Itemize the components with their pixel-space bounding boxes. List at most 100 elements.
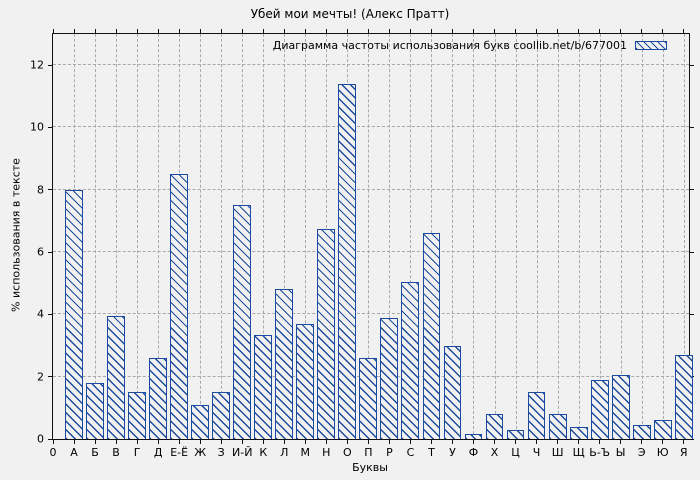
- x-tick: [283, 440, 285, 444]
- x-tick-label: В: [112, 446, 120, 459]
- x-tick-mirror: [220, 29, 222, 33]
- gridline-vertical: [515, 34, 517, 439]
- x-tick-mirror: [262, 29, 264, 33]
- gridline-vertical: [662, 34, 664, 439]
- gridline-vertical: [263, 34, 265, 439]
- x-tick-label: Ы: [615, 446, 626, 459]
- chart-title: Убей мои мечты! (Алекс Пратт): [250, 7, 450, 21]
- x-tick: [599, 440, 601, 444]
- x-tick: [472, 440, 474, 444]
- x-tick-mirror: [325, 29, 327, 33]
- bar-Е-Ё: [170, 174, 189, 439]
- gridline-horizontal: [53, 188, 689, 190]
- x-tick: [620, 440, 622, 444]
- x-tick-mirror: [73, 29, 75, 33]
- legend-swatch-hatch-icon: [635, 41, 667, 50]
- x-tick-label: Р: [386, 446, 393, 459]
- x-tick-mirror: [367, 29, 369, 33]
- gridline-vertical: [410, 34, 412, 439]
- bar-П: [359, 358, 378, 439]
- x-tick-mirror: [115, 29, 117, 33]
- gridline-vertical: [452, 34, 454, 439]
- gridline-vertical: [599, 34, 601, 439]
- x-tick: [115, 440, 117, 444]
- y-tick-mirror: [690, 313, 694, 315]
- x-tick: [430, 440, 432, 444]
- bar-Ц: [506, 429, 525, 439]
- x-tick-mirror: [178, 29, 180, 33]
- x-tick-mirror: [199, 29, 201, 33]
- x-tick-label: М: [300, 446, 311, 459]
- gridline-vertical: [473, 34, 475, 439]
- x-tick-label: Ю: [656, 446, 669, 459]
- x-tick: [515, 440, 517, 444]
- x-tick-label: Е-Ё: [170, 446, 189, 459]
- gridline-vertical: [368, 34, 370, 439]
- x-tick-label: 0: [49, 446, 57, 459]
- y-tick-label: 2: [37, 370, 44, 384]
- x-tick-label: Г: [133, 446, 141, 459]
- x-tick-mirror: [136, 29, 138, 33]
- bar-Э: [632, 424, 651, 439]
- x-tick: [451, 440, 453, 444]
- x-tick-label: Н: [322, 446, 331, 459]
- x-tick-mirror: [94, 29, 96, 33]
- x-tick: [325, 440, 327, 444]
- x-tick-mirror: [620, 29, 622, 33]
- gridline-vertical: [494, 34, 496, 439]
- y-tick-mirror: [690, 189, 694, 191]
- gridline-vertical: [683, 34, 685, 439]
- bar-С: [401, 281, 420, 439]
- x-tick: [683, 440, 685, 444]
- gridline-vertical: [536, 34, 538, 439]
- gridline-vertical: [578, 34, 580, 439]
- bar-О: [338, 83, 357, 439]
- gridline-vertical: [557, 34, 559, 439]
- y-tick: [48, 189, 52, 191]
- y-tick: [48, 438, 52, 440]
- x-tick-label: Щ: [572, 446, 585, 459]
- y-tick-label: 0: [37, 432, 44, 446]
- x-tick-mirror: [409, 29, 411, 33]
- bar-З: [212, 392, 231, 439]
- x-tick-label: К: [259, 446, 268, 459]
- x-tick: [94, 440, 96, 444]
- x-tick-label: Ф: [468, 446, 479, 459]
- x-tick: [641, 440, 643, 444]
- y-tick-label: 4: [37, 307, 44, 321]
- x-tick: [409, 440, 411, 444]
- x-tick: [304, 440, 306, 444]
- gridline-vertical: [620, 34, 622, 439]
- bar-Ж: [191, 404, 210, 439]
- x-tick: [199, 440, 201, 444]
- y-axis-label: % использования в тексте: [9, 158, 23, 312]
- x-tick-mirror: [515, 29, 517, 33]
- bar-Ф: [464, 434, 483, 439]
- bar-Н: [317, 228, 336, 439]
- x-tick-label: Ж: [194, 446, 207, 459]
- x-axis-label: Буквы: [352, 461, 388, 474]
- x-tick: [346, 440, 348, 444]
- x-tick: [536, 440, 538, 444]
- y-tick-label: 6: [37, 245, 44, 259]
- x-tick-label: П: [364, 446, 373, 459]
- x-tick-label: Э: [637, 446, 646, 459]
- bar-У: [443, 345, 462, 439]
- y-tick: [48, 313, 52, 315]
- x-tick: [73, 440, 75, 444]
- x-tick-mirror: [388, 29, 390, 33]
- x-tick: [557, 440, 559, 444]
- x-tick-mirror: [346, 29, 348, 33]
- bar-Р: [380, 317, 399, 439]
- y-tick-label: 8: [37, 183, 44, 197]
- bar-Ю: [653, 420, 672, 439]
- x-tick: [578, 440, 580, 444]
- bar-В: [107, 315, 125, 439]
- gridline-horizontal: [53, 251, 689, 253]
- x-tick-label: Ц: [511, 446, 520, 459]
- bar-Д: [149, 358, 168, 439]
- bar-Ь-Ъ: [590, 379, 609, 439]
- x-tick-label: Ь-Ъ: [589, 446, 610, 459]
- x-tick-mirror: [283, 29, 285, 33]
- bar-Щ: [569, 426, 588, 439]
